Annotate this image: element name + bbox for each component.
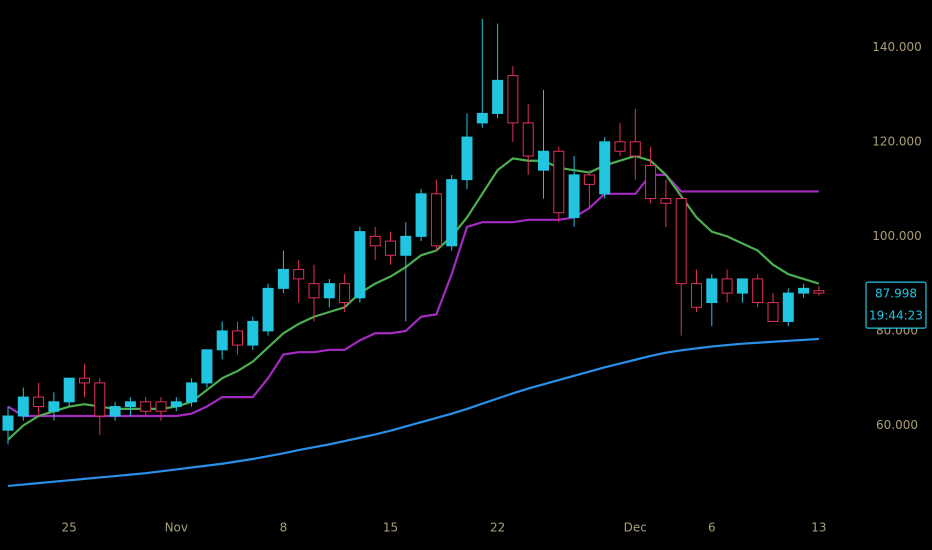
candle-body [461, 136, 473, 181]
candle-body [323, 283, 335, 299]
candle-body [354, 231, 366, 299]
y-tick-label: 140.000 [872, 40, 922, 54]
candle-body [476, 112, 488, 124]
x-tick-label: Nov [165, 521, 188, 535]
candle-body [522, 122, 534, 157]
candle-body [553, 150, 565, 214]
candle-body [293, 268, 305, 280]
candle-body [216, 330, 228, 351]
candle-body [247, 320, 259, 346]
candle-body [599, 141, 611, 195]
x-tick-label: 25 [62, 521, 77, 535]
candle-body [629, 141, 641, 157]
candle-body [232, 330, 243, 346]
candle-body [33, 396, 45, 408]
candle-body [17, 396, 29, 417]
x-tick-label: 22 [490, 521, 505, 535]
y-tick-label: 120.000 [872, 134, 922, 148]
candle-body [385, 240, 396, 256]
candle-body [767, 302, 779, 322]
candle-body [614, 141, 626, 152]
candle-body [339, 283, 351, 304]
candle-body [400, 235, 412, 256]
candle-body [538, 150, 549, 171]
candle-body [736, 278, 748, 294]
indicator-line [7, 337, 819, 488]
x-tick-label: 6 [708, 521, 716, 535]
x-tick-label: 13 [811, 521, 826, 535]
candle-body [691, 283, 702, 308]
candle-body [140, 401, 152, 412]
y-tick-label: 60.000 [876, 418, 918, 432]
candle-body [201, 349, 213, 384]
last-price-box [865, 281, 927, 329]
candle-body [706, 278, 718, 304]
x-tick-label: 15 [383, 521, 398, 535]
candle-body [721, 278, 733, 294]
candle-body [170, 401, 182, 408]
y-tick-label: 100.000 [872, 229, 922, 243]
candle-body [94, 382, 106, 417]
candle-body [79, 377, 90, 384]
candle-body [48, 401, 60, 412]
candle-body [2, 415, 14, 431]
candle-body [660, 198, 672, 204]
candle-body [415, 193, 427, 237]
candle-body [63, 377, 75, 403]
candle-body [568, 174, 580, 218]
candle-body [813, 290, 825, 294]
candle-body [186, 382, 198, 403]
candle-body [492, 79, 504, 114]
countdown: 19:44:23 [869, 309, 923, 323]
indicator-line [7, 173, 819, 418]
candle-body [507, 75, 519, 124]
candle-body [262, 287, 274, 332]
candle-body [308, 283, 320, 299]
candle-body [430, 193, 442, 247]
x-tick-label: Dec [624, 521, 647, 535]
candle-body [583, 174, 595, 185]
candle-body [752, 278, 764, 304]
candle-body [675, 198, 687, 285]
x-tick-label: 8 [280, 521, 288, 535]
candle-body [446, 179, 458, 247]
candle-body [782, 292, 794, 322]
candle-body [124, 401, 136, 408]
candle-body [109, 406, 121, 417]
candle-body [155, 401, 167, 412]
last-price: 87.998 [875, 287, 917, 301]
candle-body [798, 287, 810, 294]
candle-body [369, 235, 381, 247]
candle-body [645, 164, 657, 200]
candle-body [277, 268, 289, 289]
